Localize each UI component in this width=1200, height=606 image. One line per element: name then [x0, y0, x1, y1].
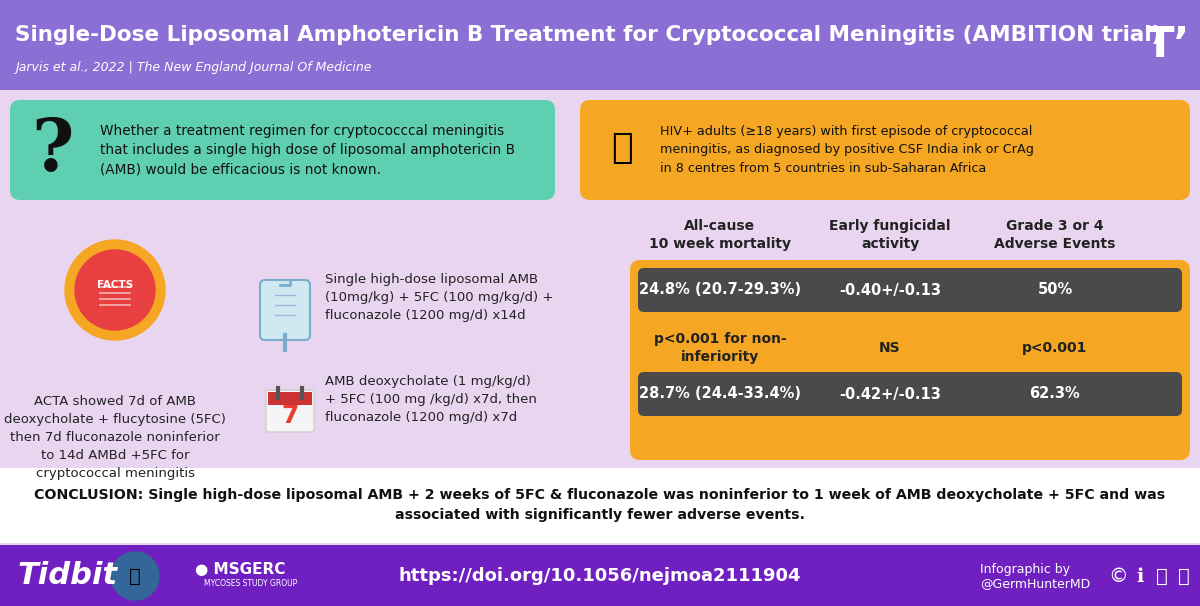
Bar: [0, 0, 1200, 90]
Text: Single-Dose Liposomal Amphotericin B Treatment for Cryptococcal Meningitis (AMBI: Single-Dose Liposomal Amphotericin B Tre…: [14, 25, 1162, 45]
Text: MYCOSES STUDY GROUP: MYCOSES STUDY GROUP: [204, 579, 298, 588]
Text: Ⓢ: Ⓢ: [1178, 567, 1190, 585]
Text: -0.40+/-0.13: -0.40+/-0.13: [839, 282, 941, 298]
FancyBboxPatch shape: [638, 268, 1182, 312]
Text: p<0.001: p<0.001: [1022, 341, 1087, 355]
Text: 50%: 50%: [1037, 282, 1073, 298]
Text: ACTA showed 7d of AMB
deoxycholate + flucytosine (5FC)
then 7d fluconazole nonin: ACTA showed 7d of AMB deoxycholate + flu…: [4, 395, 226, 480]
FancyBboxPatch shape: [630, 260, 1190, 460]
Bar: [0, 90, 1200, 545]
Circle shape: [65, 240, 166, 340]
Bar: [0, 468, 1200, 543]
Bar: [268, 392, 312, 405]
Text: Single high-dose liposomal AMB
(10mg/kg) + 5FC (100 mg/kg/d) +
fluconazole (1200: Single high-dose liposomal AMB (10mg/kg)…: [325, 273, 553, 322]
Text: Early fungicidal
activity: Early fungicidal activity: [829, 219, 950, 251]
FancyBboxPatch shape: [10, 100, 554, 200]
Text: p<0.001 for non-
inferiority: p<0.001 for non- inferiority: [654, 332, 786, 364]
Text: Tidbit: Tidbit: [18, 562, 118, 590]
Text: 24.8% (20.7-29.3%): 24.8% (20.7-29.3%): [638, 282, 802, 298]
Text: ?: ?: [31, 115, 73, 185]
Circle shape: [74, 250, 155, 330]
Text: HIV+ adults (≥18 years) with first episode of cryptococcal
meningitis, as diagno: HIV+ adults (≥18 years) with first episo…: [660, 125, 1034, 175]
Text: Whether a treatment regimen for cryptococccal meningitis
that includes a single : Whether a treatment regimen for cryptoco…: [100, 124, 515, 176]
Text: NS: NS: [880, 341, 901, 355]
Text: 👥: 👥: [611, 131, 632, 165]
FancyBboxPatch shape: [638, 372, 1182, 416]
Text: Grade 3 or 4
Adverse Events: Grade 3 or 4 Adverse Events: [995, 219, 1116, 251]
Text: 7: 7: [281, 404, 299, 428]
Text: 28.7% (24.4-33.4%): 28.7% (24.4-33.4%): [640, 387, 802, 402]
Text: Jarvis et al., 2022 | The New England Journal Of Medicine: Jarvis et al., 2022 | The New England Jo…: [14, 61, 372, 75]
Circle shape: [112, 552, 158, 600]
Text: -0.42+/-0.13: -0.42+/-0.13: [839, 387, 941, 402]
Text: Ⓢ: Ⓢ: [1156, 567, 1168, 585]
FancyBboxPatch shape: [266, 390, 314, 432]
Text: ℹ: ℹ: [1136, 567, 1144, 585]
FancyBboxPatch shape: [580, 100, 1190, 200]
Text: FACTS: FACTS: [97, 280, 133, 290]
Text: https://doi.org/10.1056/nejmoa2111904: https://doi.org/10.1056/nejmoa2111904: [398, 567, 802, 585]
Text: 62.3%: 62.3%: [1030, 387, 1080, 402]
FancyBboxPatch shape: [260, 280, 310, 340]
Text: 🌍: 🌍: [130, 567, 140, 585]
Text: ● MSGERC: ● MSGERC: [194, 562, 286, 578]
Text: @GermHunterMD: @GermHunterMD: [980, 578, 1091, 590]
Bar: [0, 545, 1200, 606]
Text: T’: T’: [1146, 24, 1190, 66]
Text: All-cause
10 week mortality: All-cause 10 week mortality: [649, 219, 791, 251]
Text: Infographic by: Infographic by: [980, 564, 1070, 576]
Text: ©: ©: [1108, 567, 1128, 585]
Text: AMB deoxycholate (1 mg/kg/d)
+ 5FC (100 mg /kg/d) x7d, then
fluconazole (1200 mg: AMB deoxycholate (1 mg/kg/d) + 5FC (100 …: [325, 376, 536, 424]
Text: CONCLUSION: Single high-dose liposomal AMB + 2 weeks of 5FC & fluconazole was no: CONCLUSION: Single high-dose liposomal A…: [35, 488, 1165, 522]
